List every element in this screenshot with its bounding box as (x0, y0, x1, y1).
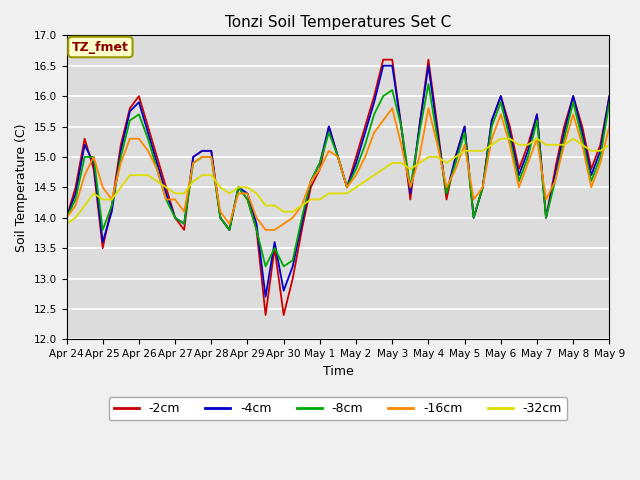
Y-axis label: Soil Temperature (C): Soil Temperature (C) (15, 123, 28, 252)
X-axis label: Time: Time (323, 365, 353, 378)
Title: Tonzi Soil Temperatures Set C: Tonzi Soil Temperatures Set C (225, 15, 451, 30)
Legend: -2cm, -4cm, -8cm, -16cm, -32cm: -2cm, -4cm, -8cm, -16cm, -32cm (109, 397, 567, 420)
Text: TZ_fmet: TZ_fmet (72, 40, 129, 54)
